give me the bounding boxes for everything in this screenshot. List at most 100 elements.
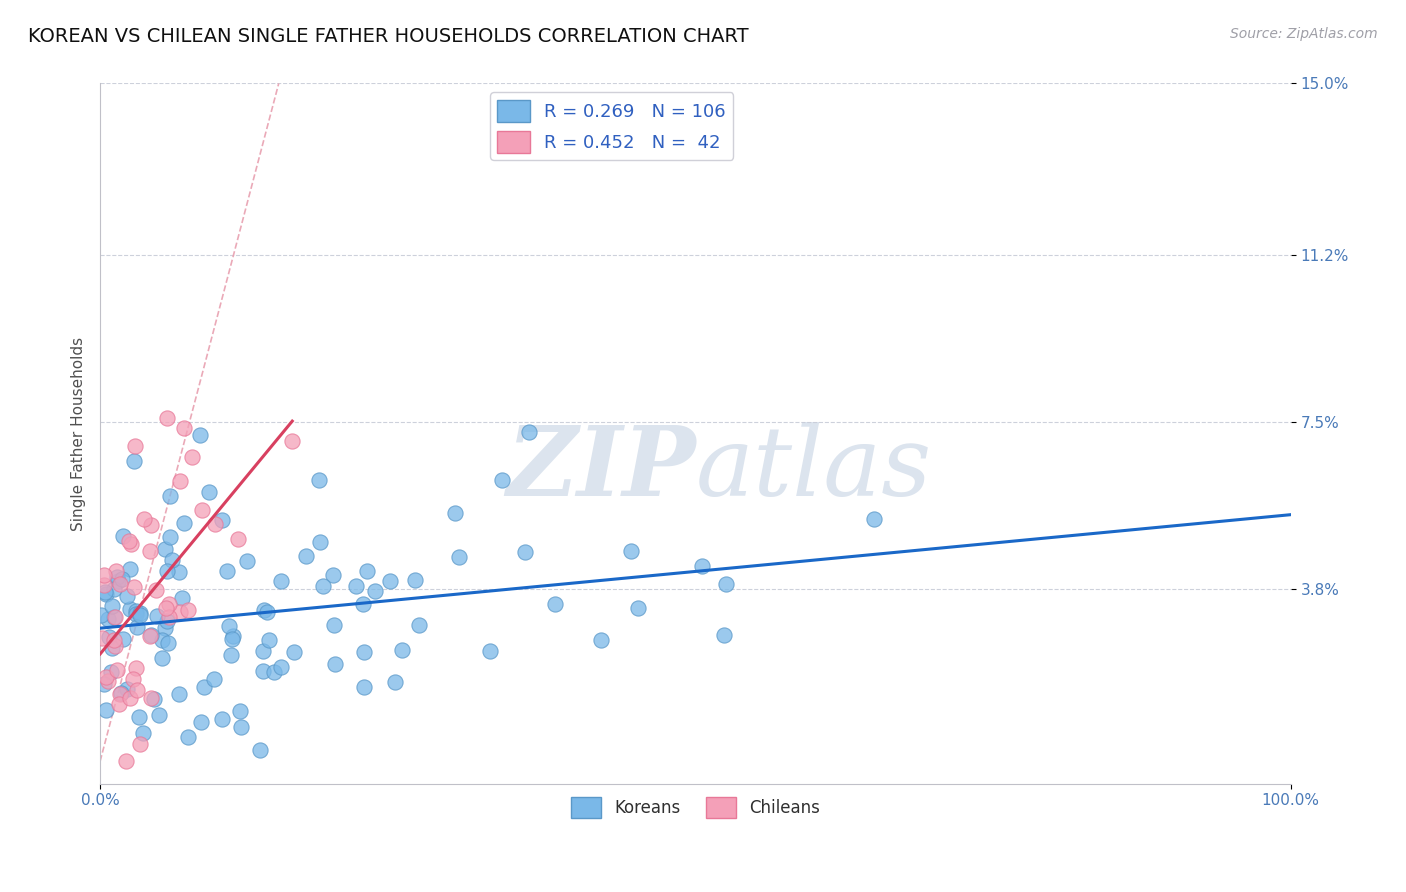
- Point: [167, 565, 190, 579]
- Point: [344, 579, 367, 593]
- Point: [231, 720, 253, 734]
- Point: [105, 564, 128, 578]
- Point: [104, 639, 127, 653]
- Point: [139, 517, 162, 532]
- Y-axis label: Single Father Households: Single Father Households: [72, 336, 86, 531]
- Point: [96, 670, 118, 684]
- Point: [111, 572, 134, 586]
- Point: [863, 512, 886, 526]
- Point: [110, 686, 132, 700]
- Point: [150, 651, 173, 665]
- Point: [378, 574, 401, 588]
- Point: [103, 582, 125, 596]
- Point: [120, 537, 142, 551]
- Point: [270, 659, 292, 673]
- Point: [141, 628, 163, 642]
- Point: [111, 632, 134, 646]
- Point: [404, 573, 426, 587]
- Point: [139, 628, 162, 642]
- Point: [181, 450, 204, 464]
- Point: [139, 544, 162, 558]
- Point: [627, 600, 650, 615]
- Point: [122, 453, 145, 467]
- Point: [117, 590, 139, 604]
- Point: [353, 645, 375, 659]
- Point: [110, 687, 132, 701]
- Point: [159, 489, 181, 503]
- Point: [515, 545, 537, 559]
- Text: KOREAN VS CHILEAN SINGLE FATHER HOUSEHOLDS CORRELATION CHART: KOREAN VS CHILEAN SINGLE FATHER HOUSEHOL…: [28, 27, 749, 45]
- Point: [132, 726, 155, 740]
- Point: [145, 583, 167, 598]
- Point: [118, 534, 141, 549]
- Point: [352, 597, 374, 611]
- Point: [295, 549, 318, 564]
- Point: [156, 636, 179, 650]
- Point: [270, 574, 292, 588]
- Point: [256, 605, 278, 619]
- Point: [139, 690, 162, 705]
- Point: [215, 564, 238, 578]
- Point: [127, 683, 149, 698]
- Point: [249, 743, 271, 757]
- Point: [263, 665, 285, 680]
- Point: [150, 632, 173, 647]
- Point: [191, 502, 214, 516]
- Point: [97, 612, 120, 626]
- Point: [312, 578, 335, 592]
- Point: [156, 411, 179, 425]
- Point: [90, 631, 112, 645]
- Point: [253, 602, 276, 616]
- Point: [714, 576, 737, 591]
- Point: [121, 672, 143, 686]
- Point: [93, 578, 115, 592]
- Point: [159, 530, 181, 544]
- Point: [93, 585, 115, 599]
- Point: [620, 544, 643, 558]
- Point: [169, 474, 191, 488]
- Point: [103, 632, 125, 647]
- Point: [408, 618, 430, 632]
- Point: [122, 580, 145, 594]
- Point: [125, 620, 148, 634]
- Point: [449, 550, 471, 565]
- Point: [257, 632, 280, 647]
- Point: [218, 619, 240, 633]
- Point: [108, 577, 131, 591]
- Point: [690, 559, 713, 574]
- Point: [129, 738, 152, 752]
- Point: [176, 603, 198, 617]
- Point: [281, 434, 304, 448]
- Point: [104, 609, 127, 624]
- Point: [353, 681, 375, 695]
- Point: [283, 645, 305, 659]
- Point: [204, 516, 226, 531]
- Point: [142, 691, 165, 706]
- Point: [252, 644, 274, 658]
- Point: [93, 567, 115, 582]
- Point: [308, 473, 330, 487]
- Point: [236, 554, 259, 568]
- Point: [94, 703, 117, 717]
- Point: [128, 710, 150, 724]
- Point: [177, 731, 200, 745]
- Point: [118, 691, 141, 706]
- Point: [157, 610, 180, 624]
- Point: [157, 598, 180, 612]
- Point: [93, 677, 115, 691]
- Point: [100, 665, 122, 679]
- Point: [115, 681, 138, 696]
- Point: [211, 712, 233, 726]
- Point: [322, 618, 344, 632]
- Point: [160, 553, 183, 567]
- Text: Source: ZipAtlas.com: Source: ZipAtlas.com: [1230, 27, 1378, 41]
- Point: [129, 607, 152, 621]
- Point: [221, 632, 243, 646]
- Point: [229, 704, 252, 718]
- Point: [97, 673, 120, 688]
- Point: [211, 513, 233, 527]
- Point: [190, 715, 212, 730]
- Point: [103, 610, 125, 624]
- Legend: Koreans, Chileans: Koreans, Chileans: [564, 790, 827, 824]
- Point: [478, 644, 501, 658]
